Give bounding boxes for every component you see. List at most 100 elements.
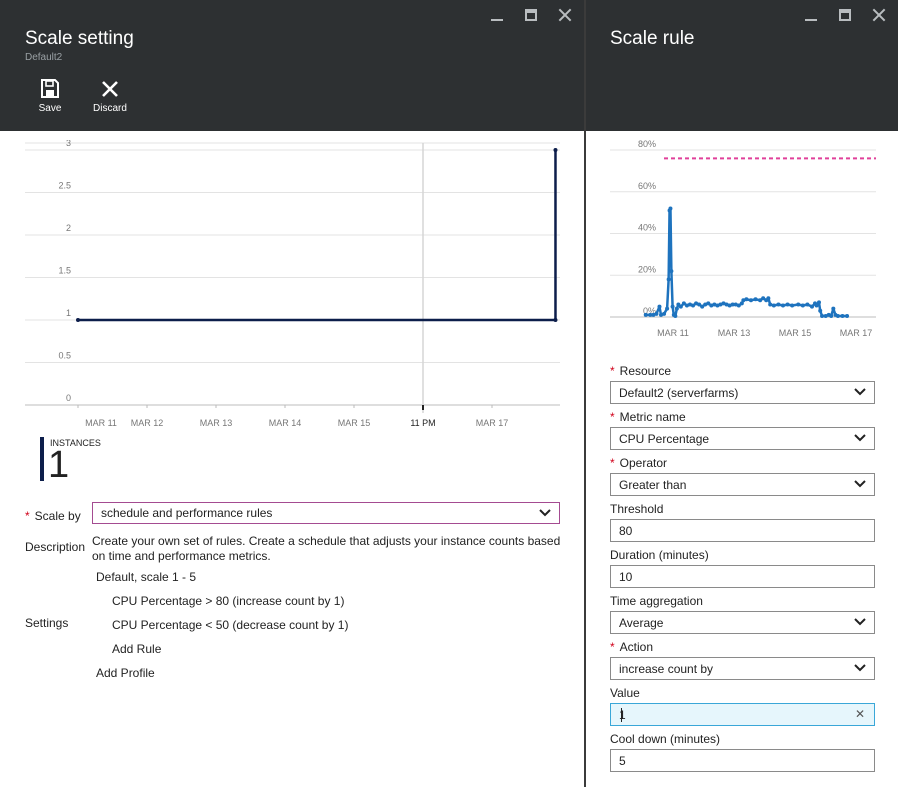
metric-name-dropdown[interactable]: CPU Percentage — [610, 427, 875, 450]
data-point — [748, 298, 753, 303]
chevron-down-icon — [854, 664, 866, 672]
y-tick-label: 20% — [638, 264, 656, 274]
scale-by-dropdown[interactable]: schedule and performance rules — [92, 502, 560, 524]
resource-label: * Resource — [610, 364, 671, 378]
data-point — [766, 296, 771, 301]
scale-by-value: schedule and performance rules — [101, 506, 273, 520]
scale-by-label: * Scale by — [25, 509, 81, 523]
action-value: increase count by — [619, 662, 714, 676]
chevron-down-icon — [539, 509, 551, 517]
data-point — [687, 302, 692, 307]
instances-count: 1 — [48, 444, 70, 486]
scale-setting-blade: Scale setting Default2 Save Discard 0 0.5… — [0, 0, 584, 787]
operator-value: Greater than — [619, 478, 687, 492]
operator-dropdown[interactable]: Greater than — [610, 473, 875, 496]
data-point — [790, 303, 795, 308]
chevron-down-icon — [854, 480, 866, 488]
y-tick-label: 3 — [66, 140, 71, 148]
x-tick-label: MAR 13 — [200, 418, 233, 428]
data-point — [805, 302, 810, 307]
y-tick-label: 0 — [66, 393, 71, 403]
metric-name-label: * Metric name — [610, 410, 686, 424]
data-point — [666, 277, 671, 282]
required-asterisk: * — [610, 456, 615, 470]
data-point — [553, 148, 558, 152]
operator-label: * Operator — [610, 456, 667, 470]
add-profile-link[interactable]: Add Profile — [96, 666, 155, 680]
cool-down-value: 5 — [619, 754, 626, 768]
maximize-icon[interactable] — [836, 6, 854, 24]
y-tick-label: 0% — [643, 306, 656, 316]
y-tick-label: 2.5 — [58, 181, 71, 191]
data-point — [823, 313, 828, 318]
data-point — [657, 304, 662, 309]
maximize-icon[interactable] — [522, 6, 540, 24]
data-point — [741, 298, 746, 303]
window-controls — [488, 6, 574, 24]
data-point — [761, 296, 766, 301]
data-point — [670, 304, 675, 309]
duration-input[interactable]: 10 — [610, 565, 875, 588]
data-point — [706, 301, 711, 306]
discard-button[interactable]: Discard — [88, 78, 132, 114]
x-tick-label: MAR 15 — [338, 418, 371, 428]
y-tick-label: 0.5 — [58, 351, 71, 361]
x-tick-label: MAR 12 — [131, 418, 164, 428]
resource-dropdown[interactable]: Default2 (serverfarms) — [610, 381, 875, 404]
data-point — [643, 312, 648, 317]
data-point — [721, 301, 726, 306]
close-icon[interactable] — [870, 6, 888, 24]
x-tick-label: MAR 13 — [718, 328, 751, 338]
y-tick-label: 1.5 — [58, 266, 71, 276]
operator-label-text: Operator — [619, 456, 668, 470]
required-asterisk: * — [610, 364, 615, 378]
action-label: * Action — [610, 640, 653, 654]
data-point — [820, 313, 825, 318]
data-point — [703, 302, 708, 307]
cpu-percentage-chart: 0% 20% 40% 60% 80% MAR 11 MAR 13 MAR 15 MAR 17 — [610, 140, 876, 338]
data-point — [76, 318, 80, 322]
data-point — [768, 302, 773, 307]
x-tick-label: MAR 11 — [657, 328, 689, 338]
save-button[interactable]: Save — [28, 78, 72, 114]
profile-item[interactable]: Default, scale 1 - 5 — [96, 570, 197, 584]
value-value: 1 — [619, 708, 626, 722]
blade-subtitle: Default2 — [25, 52, 63, 63]
scale-by-label-text: Scale by — [34, 509, 81, 523]
data-point — [796, 302, 801, 307]
metric-name-value: CPU Percentage — [619, 432, 710, 446]
close-icon[interactable] — [556, 6, 574, 24]
blade-title: Scale rule — [610, 28, 695, 49]
rule-item[interactable]: CPU Percentage > 80 (increase count by 1… — [112, 594, 345, 608]
time-aggregation-value: Average — [619, 616, 664, 630]
clear-icon[interactable]: ✕ — [854, 707, 865, 721]
required-asterisk: * — [610, 640, 615, 654]
description-label: Description — [25, 540, 86, 554]
data-point — [700, 304, 705, 309]
window-controls — [802, 6, 888, 24]
data-point — [829, 313, 834, 318]
data-point — [814, 303, 819, 308]
data-point — [659, 312, 663, 317]
y-tick-label: 60% — [638, 181, 656, 191]
duration-label: Duration (minutes) — [610, 548, 709, 562]
add-rule-link[interactable]: Add Rule — [112, 642, 162, 656]
value-input[interactable]: 1 ✕ — [610, 703, 875, 726]
text-caret — [621, 708, 622, 722]
time-aggregation-dropdown[interactable]: Average — [610, 611, 875, 634]
cool-down-input[interactable]: 5 — [610, 749, 875, 772]
data-point — [744, 297, 749, 302]
data-point — [669, 269, 674, 274]
y-tick-label: 80% — [638, 140, 656, 149]
minimize-icon[interactable] — [802, 6, 820, 24]
required-asterisk: * — [610, 410, 615, 424]
required-asterisk: * — [25, 509, 30, 523]
minimize-icon[interactable] — [488, 6, 506, 24]
data-point — [718, 302, 723, 307]
description-text: Create your own set of rules. Create a s… — [92, 534, 561, 563]
threshold-input[interactable]: 80 — [610, 519, 875, 542]
action-dropdown[interactable]: increase count by — [610, 657, 875, 680]
data-point — [668, 206, 673, 211]
rule-item[interactable]: CPU Percentage < 50 (decrease count by 1… — [112, 618, 349, 632]
action-label-text: Action — [619, 640, 654, 654]
